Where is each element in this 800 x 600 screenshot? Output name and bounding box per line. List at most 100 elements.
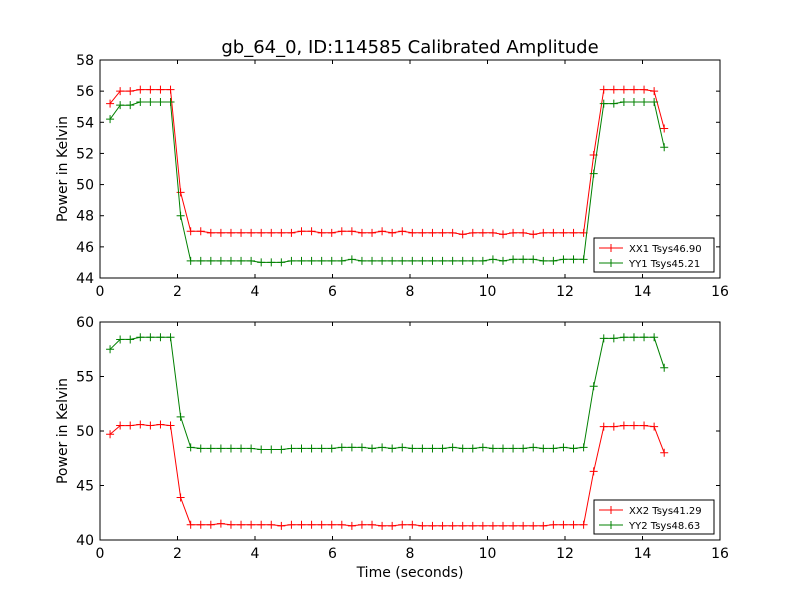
data-point	[428, 444, 437, 453]
data-point	[509, 228, 518, 237]
data-point	[267, 520, 276, 529]
data-point	[428, 228, 437, 237]
data-point	[488, 444, 497, 453]
data-point	[237, 520, 246, 529]
data-point	[237, 256, 246, 265]
y-axis-label: Power in Kelvin	[55, 116, 71, 222]
y-tick-label: 44	[76, 271, 94, 287]
data-point	[458, 521, 467, 530]
data-point	[267, 228, 276, 237]
data-point	[569, 520, 578, 529]
data-point	[619, 421, 628, 430]
data-point	[307, 256, 316, 265]
y-axis-label: Power in Kelvin	[55, 378, 71, 484]
legend-label: YY2 Tsys48.63	[628, 521, 700, 532]
data-point	[357, 228, 366, 237]
data-point	[317, 520, 326, 529]
data-point	[216, 256, 225, 265]
data-point	[186, 520, 195, 529]
data-point	[156, 420, 165, 429]
data-point	[216, 444, 225, 453]
data-point	[136, 420, 145, 429]
data-point	[640, 333, 649, 342]
data-point	[388, 228, 397, 237]
data-point	[237, 444, 246, 453]
data-point	[428, 256, 437, 265]
x-tick-label: 0	[96, 546, 105, 562]
data-point	[468, 521, 477, 530]
data-point	[287, 520, 296, 529]
data-point	[126, 101, 135, 110]
legend-marker	[607, 259, 615, 267]
data-point	[116, 101, 125, 110]
data-point	[640, 85, 649, 94]
data-point	[146, 333, 155, 342]
data-point	[206, 228, 215, 237]
data-point	[368, 228, 377, 237]
data-point	[166, 98, 175, 107]
x-tick-label: 4	[251, 546, 260, 562]
data-point	[136, 98, 145, 107]
data-point	[509, 255, 518, 264]
data-point	[599, 99, 608, 108]
legend-marker	[607, 506, 615, 514]
data-point	[166, 85, 175, 94]
data-point	[368, 256, 377, 265]
data-point	[277, 258, 286, 267]
bottom-panel: 0 2 4 6 8 10 12 14 16 40 45 50 55 60 Power in Kelvin XX…	[55, 315, 729, 562]
data-point	[599, 334, 608, 343]
data-point	[257, 445, 266, 454]
data-point	[619, 98, 628, 107]
data-point	[106, 345, 115, 354]
data-point	[589, 169, 598, 178]
data-point	[559, 255, 568, 264]
data-point	[478, 443, 487, 452]
data-point	[499, 230, 507, 239]
x-tick-label: 12	[556, 546, 574, 562]
legend-marker	[607, 244, 615, 252]
data-point	[660, 124, 669, 133]
data-point	[186, 443, 195, 452]
y-tick-label: 46	[76, 240, 94, 256]
data-point	[640, 98, 649, 107]
x-tick-label: 6	[328, 284, 337, 300]
x-axis-label: Time (seconds)	[356, 565, 464, 581]
data-point	[509, 521, 518, 530]
data-point	[458, 444, 467, 453]
data-point	[287, 228, 296, 237]
data-point	[660, 143, 669, 152]
data-point	[438, 228, 447, 237]
data-point	[267, 445, 276, 454]
data-point	[609, 99, 618, 108]
data-point	[660, 363, 669, 372]
data-point	[539, 228, 548, 237]
data-point	[287, 444, 296, 453]
data-point	[116, 421, 125, 430]
chart-title: gb_64_0, ID:114585 Calibrated Amplitude	[221, 37, 598, 58]
data-point	[549, 228, 558, 237]
data-point	[327, 444, 336, 453]
data-point	[539, 521, 548, 530]
data-point	[569, 444, 578, 453]
data-point	[428, 521, 437, 530]
data-point	[176, 412, 185, 421]
data-point	[519, 228, 528, 237]
data-point	[116, 87, 125, 96]
y-tick-label: 50	[76, 178, 94, 194]
data-point	[478, 521, 487, 530]
data-point	[629, 333, 638, 342]
data-point	[488, 521, 497, 530]
data-point	[196, 227, 205, 236]
data-point	[569, 255, 578, 264]
x-tick-label: 2	[173, 546, 182, 562]
data-point	[488, 228, 497, 237]
data-point	[629, 421, 638, 430]
data-point	[226, 444, 235, 453]
data-point	[106, 99, 115, 108]
data-point	[438, 444, 447, 453]
x-tick-label: 2	[173, 284, 182, 300]
data-point	[539, 444, 548, 453]
data-point	[247, 444, 256, 453]
data-point	[226, 520, 235, 529]
